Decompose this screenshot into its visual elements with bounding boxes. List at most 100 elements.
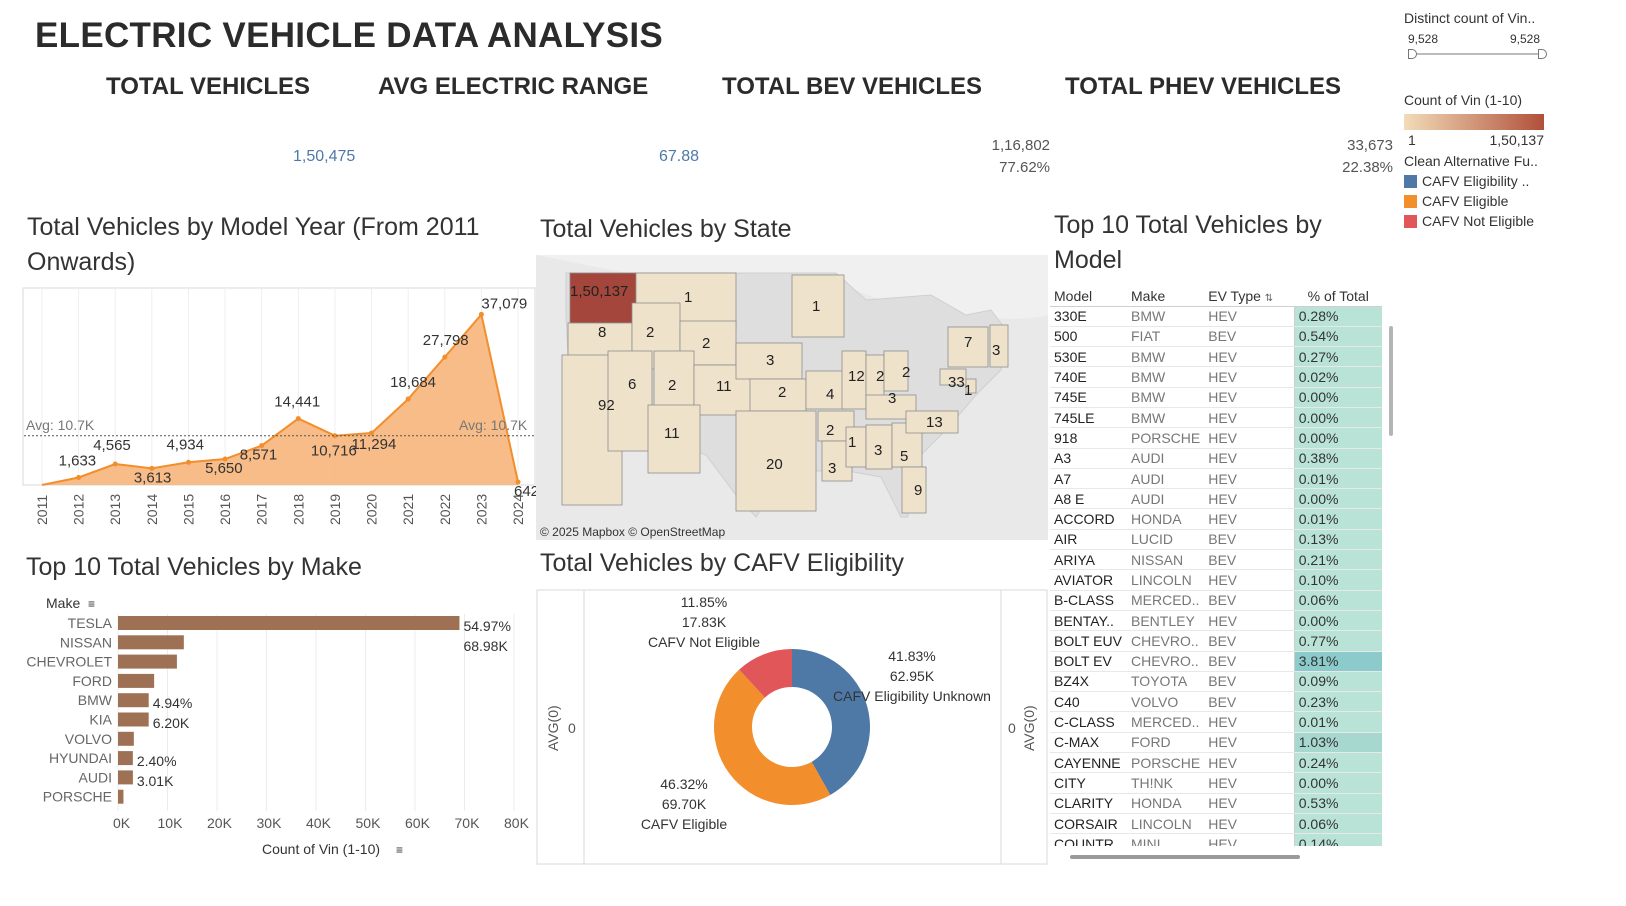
table-row[interactable]: ACCORD HONDA HEV 0.01% <box>1050 508 1383 530</box>
slider-handle-right[interactable] <box>1538 49 1547 59</box>
table-row[interactable]: CAYENNE PORSCHE HEV 0.24% <box>1050 752 1383 774</box>
table-row[interactable]: B-CLASS MERCED.. BEV 0.06% <box>1050 590 1383 611</box>
year-point[interactable] <box>185 459 191 465</box>
table-row[interactable]: 918 PORSCHE HEV 0.00% <box>1050 427 1383 449</box>
table-row[interactable]: 745LE BMW HEV 0.00% <box>1050 407 1383 429</box>
state-az[interactable] <box>647 404 701 474</box>
year-point[interactable] <box>76 474 82 480</box>
state-ne[interactable] <box>735 342 803 380</box>
table-row[interactable]: BENTAY.. BENTLEY HEV 0.00% <box>1050 610 1383 632</box>
cell-make: FIAT <box>1127 326 1205 348</box>
legend-item-eligible[interactable]: CAFV Eligible <box>1404 191 1554 211</box>
model-table-title: Top 10 Total Vehicles by Model <box>1054 208 1384 278</box>
donut-slice[interactable] <box>714 669 831 805</box>
make-bar[interactable] <box>118 751 133 766</box>
year-point[interactable] <box>149 465 155 471</box>
table-hscrollbar[interactable] <box>1070 855 1300 859</box>
table-row[interactable]: AVIATOR LINCOLN HEV 0.10% <box>1050 569 1383 591</box>
slider-handle-left[interactable] <box>1408 49 1417 59</box>
table-row[interactable]: 500 FIAT BEV 0.54% <box>1050 326 1383 348</box>
table-row[interactable]: A7 AUDI HEV 0.01% <box>1050 468 1383 490</box>
state-mn[interactable] <box>791 274 845 338</box>
state-il[interactable] <box>841 350 867 410</box>
year-point[interactable] <box>259 443 265 449</box>
table-row[interactable]: A8 E AUDI HEV 0.00% <box>1050 488 1383 510</box>
table-row[interactable]: 745E BMW HEV 0.00% <box>1050 387 1383 408</box>
year-point[interactable] <box>405 396 411 402</box>
make-bar[interactable] <box>118 770 133 785</box>
make-bar[interactable] <box>118 616 460 630</box>
year-point[interactable] <box>515 479 521 485</box>
col-header-pct[interactable]: % of Total <box>1294 286 1383 307</box>
sort-icon[interactable]: ≡ <box>88 597 95 611</box>
cell-pct: 0.21% <box>1293 549 1383 571</box>
kpi-avg-range-value[interactable]: 67.88 <box>659 148 700 165</box>
make-bar[interactable] <box>118 693 149 708</box>
table-row[interactable]: AIR LUCID BEV 0.13% <box>1050 529 1383 551</box>
make-bar-chart[interactable]: Make ≡ 0K 10K 20K 30K 40K 50K 60K 70K 80K TESLA NISS… <box>22 592 537 862</box>
year-point[interactable] <box>222 456 228 462</box>
map-attribution[interactable]: © 2025 Mapbox © OpenStreetMap <box>540 525 725 539</box>
year-point[interactable] <box>442 354 448 360</box>
sort-icon[interactable]: ≡ <box>396 843 403 857</box>
state-me[interactable] <box>989 324 1009 368</box>
make-bar[interactable] <box>118 731 134 746</box>
state-fl[interactable] <box>901 466 927 514</box>
year-point[interactable] <box>478 311 484 317</box>
table-row[interactable]: COUNTR.. MINI HEV 0.14% <box>1050 833 1383 846</box>
table-row[interactable]: C-MAX FORD HEV 1.03% <box>1050 732 1383 754</box>
kpi-total-vehicles-value[interactable]: 1,50,475 <box>293 148 356 165</box>
state-ks[interactable] <box>749 378 807 412</box>
table-row[interactable]: C40 VOLVO BEV 0.23% <box>1050 691 1383 713</box>
table-row[interactable]: CORSAIR LINCOLN HEV 0.06% <box>1050 813 1383 835</box>
year-point[interactable] <box>295 416 301 422</box>
cell-ev-type: HEV <box>1204 569 1295 591</box>
state-mo[interactable] <box>805 370 847 410</box>
state-tx[interactable] <box>735 410 817 512</box>
table-row[interactable]: CITY TH!NK HEV 0.00% <box>1050 772 1383 794</box>
make-bar[interactable] <box>118 654 177 669</box>
table-row[interactable]: 330E BMW HEV 0.28% <box>1050 306 1383 327</box>
table-row[interactable]: A3 AUDI HEV 0.38% <box>1050 448 1383 469</box>
col-header-make[interactable]: Make <box>1127 286 1205 307</box>
sort-icon[interactable]: ⇅ <box>1264 292 1274 304</box>
state-de[interactable] <box>965 378 977 394</box>
year-point[interactable] <box>369 430 375 436</box>
table-row[interactable]: 740E BMW HEV 0.02% <box>1050 366 1383 388</box>
donut-slice[interactable] <box>739 649 792 698</box>
make-bar[interactable] <box>118 789 124 804</box>
state-wa[interactable] <box>569 272 637 324</box>
donut-slice[interactable] <box>792 649 870 795</box>
state-nc[interactable] <box>905 410 959 434</box>
state-md[interactable] <box>939 368 967 386</box>
distinct-range-slider[interactable]: 9,528 9,528 <box>1404 30 1554 66</box>
legend-item-unknown[interactable]: CAFV Eligibility .. <box>1404 171 1554 191</box>
year-point[interactable] <box>112 461 118 467</box>
table-row[interactable]: 530E BMW HEV 0.27% <box>1050 346 1383 368</box>
table-row[interactable]: BZ4X TOYOTA BEV 0.09% <box>1050 671 1383 693</box>
kpi-total-phev-value[interactable]: 33,673 22.38% <box>1303 135 1393 179</box>
table-row[interactable]: BOLT EUV CHEVRO.. BEV 0.77% <box>1050 630 1383 652</box>
state-oh[interactable] <box>883 350 909 392</box>
year-point[interactable] <box>332 433 338 439</box>
kpi-total-phev-label: TOTAL PHEV VEHICLES <box>1065 73 1342 100</box>
model-table-container[interactable]: Model Make EV Type ⇅ % of Total 330E BMW H… <box>1050 286 1400 846</box>
kpi-total-bev-value[interactable]: 1,16,802 77.62% <box>960 135 1050 179</box>
state-al[interactable] <box>865 424 893 470</box>
cafv-donut-chart[interactable]: AVG(0) 0 AVG(0) 0 41.83% 62.95K CAFV Eligibili… <box>536 589 1048 865</box>
legend-item-not-eligible[interactable]: CAFV Not Eligible <box>1404 211 1554 231</box>
table-row[interactable]: CLARITY HONDA HEV 0.53% <box>1050 793 1383 814</box>
make-bar[interactable] <box>118 712 149 727</box>
make-bar[interactable] <box>118 673 155 688</box>
table-vscrollbar[interactable] <box>1389 326 1393 436</box>
state-ny[interactable] <box>947 326 989 368</box>
col-header-ev-type[interactable]: EV Type ⇅ <box>1204 286 1295 307</box>
make-bar[interactable] <box>118 635 184 650</box>
state-nv[interactable] <box>607 350 653 452</box>
table-row[interactable]: BOLT EV CHEVRO.. BEV 3.81% <box>1050 651 1383 672</box>
table-row[interactable]: C-CLASS MERCED.. HEV 0.01% <box>1050 711 1383 733</box>
table-row[interactable]: ARIYA NISSAN BEV 0.21% <box>1050 549 1383 571</box>
col-header-model[interactable]: Model <box>1050 286 1127 307</box>
